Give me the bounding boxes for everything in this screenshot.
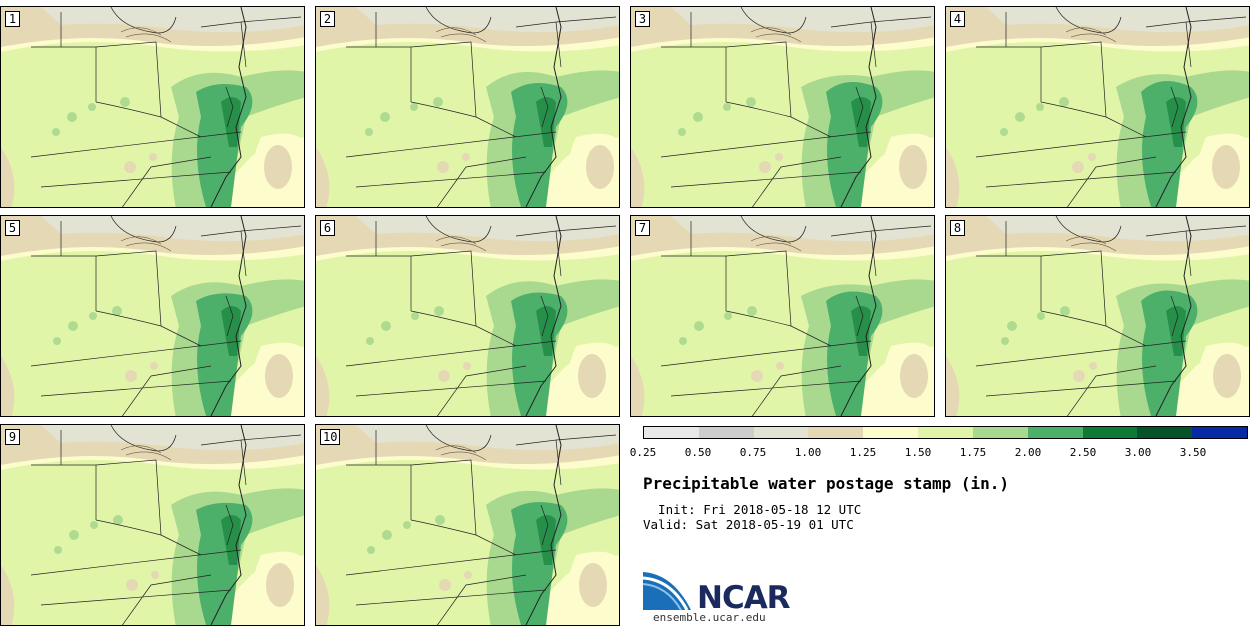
postage-stamp-panel: 10 — [315, 424, 620, 626]
precipitable-water-map — [316, 425, 619, 625]
member-label: 3 — [635, 11, 650, 27]
postage-stamp-panel: 8 — [945, 215, 1250, 417]
postage-stamp-panel: 4 — [945, 6, 1250, 208]
member-label: 8 — [950, 220, 965, 236]
postage-stamp-panel: 7 — [630, 215, 935, 417]
init-time: Init: Fri 2018-05-18 12 UTC — [643, 502, 862, 517]
colorbar-bin — [753, 427, 809, 438]
member-label: 9 — [5, 429, 20, 445]
precipitable-water-map — [1, 216, 304, 416]
colorbar-bin — [644, 427, 699, 438]
member-label: 6 — [320, 220, 335, 236]
valid-time: Valid: Sat 2018-05-19 01 UTC — [643, 517, 854, 532]
precipitable-water-map — [631, 216, 934, 416]
colorbar-bin — [698, 427, 754, 438]
logo-url[interactable]: ensemble.ucar.edu — [653, 611, 766, 624]
colorbar-tick-label: 3.00 — [1124, 446, 1152, 459]
precipitable-water-map — [316, 7, 619, 207]
colorbar-bin — [1192, 427, 1247, 438]
colorbar-tick-label: 3.50 — [1179, 446, 1207, 459]
ncar-logo-icon — [642, 570, 695, 616]
member-label: 10 — [320, 429, 341, 445]
member-label: 2 — [320, 11, 335, 27]
postage-stamp-panel: 2 — [315, 6, 620, 208]
postage-stamp-panel: 1 — [0, 6, 305, 208]
colorbar-bin — [1027, 427, 1083, 438]
colorbar-tick-label: 1.25 — [849, 446, 877, 459]
colorbar-bin — [863, 427, 919, 438]
colorbar-tick-label: 2.00 — [1014, 446, 1042, 459]
colorbar-tick-label: 1.50 — [904, 446, 932, 459]
colorbar-tick-label: 2.50 — [1069, 446, 1097, 459]
precipitable-water-map — [946, 7, 1249, 207]
member-label: 7 — [635, 220, 650, 236]
precipitable-water-map — [316, 216, 619, 416]
colorbar-tick-label: 1.00 — [794, 446, 822, 459]
colorbar-tick-label: 0.25 — [629, 446, 657, 459]
precipitable-water-map — [1, 425, 304, 625]
colorbar-tick-label: 0.75 — [739, 446, 767, 459]
colorbar-bin — [1082, 427, 1138, 438]
precipitable-water-map — [631, 7, 934, 207]
colorbar-bin — [972, 427, 1028, 438]
colorbar-tick-label: 1.75 — [959, 446, 987, 459]
ncar-logo-text: NCAR — [697, 580, 791, 616]
colorbar — [643, 426, 1248, 439]
colorbar-bin — [808, 427, 864, 438]
postage-stamp-panel: 9 — [0, 424, 305, 626]
postage-stamp-panel: 5 — [0, 215, 305, 417]
member-label: 1 — [5, 11, 20, 27]
colorbar-bin — [918, 427, 973, 438]
member-label: 5 — [5, 220, 20, 236]
member-label: 4 — [950, 11, 965, 27]
chart-title: Precipitable water postage stamp (in.) — [643, 474, 1010, 493]
postage-stamp-panel: 3 — [630, 6, 935, 208]
colorbar-tick-label: 0.50 — [684, 446, 712, 459]
precipitable-water-map — [1, 7, 304, 207]
colorbar-bin — [1137, 427, 1193, 438]
precipitable-water-map — [946, 216, 1249, 416]
postage-stamp-panel: 6 — [315, 215, 620, 417]
